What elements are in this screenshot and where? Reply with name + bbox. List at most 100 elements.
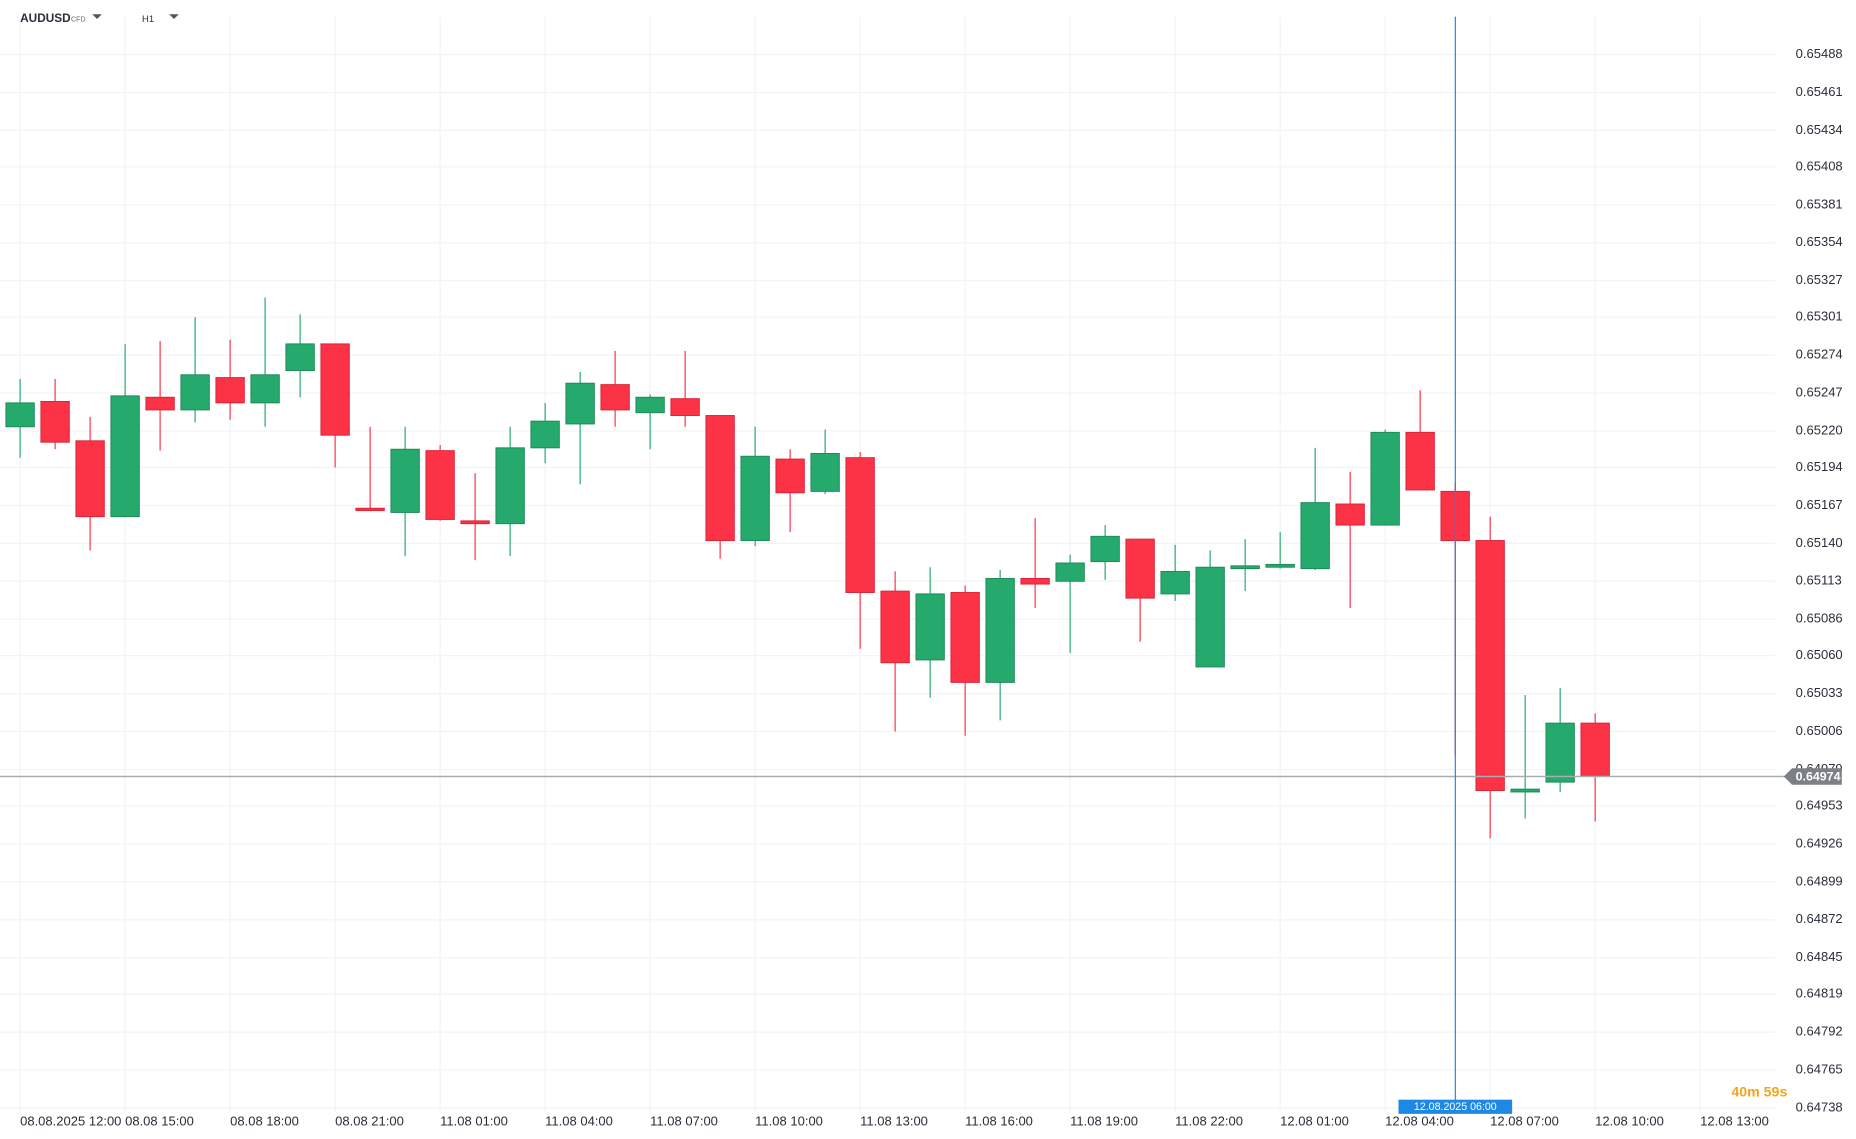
- candle-body: [565, 382, 595, 425]
- x-tick-label: 11.08 01:00: [440, 1114, 508, 1129]
- candle-body: [215, 377, 245, 404]
- candle-body: [145, 396, 175, 411]
- candle-body: [1195, 566, 1225, 668]
- y-tick-label: 0.65194: [1796, 459, 1843, 474]
- y-tick-label: 0.65354: [1796, 234, 1843, 249]
- symbol-type: CFD: [71, 15, 86, 23]
- candle-body: [320, 343, 350, 436]
- y-tick-label: 0.64819: [1796, 986, 1843, 1001]
- candle-body: [845, 457, 875, 593]
- candle-body: [670, 398, 700, 416]
- x-tick-label: 08.08 18:00: [230, 1114, 299, 1129]
- candle-body: [705, 415, 735, 542]
- y-tick-label: 0.65408: [1796, 158, 1843, 173]
- overlay: 0.64974 12.08.2025 06:00: [0, 16, 1842, 1114]
- candle-body: [600, 384, 630, 411]
- candle-body: [775, 458, 805, 494]
- timeframe: H1: [142, 14, 154, 25]
- y-tick-label: 0.65033: [1796, 685, 1843, 700]
- candle-body: [1545, 722, 1575, 783]
- candle-body: [1580, 722, 1610, 777]
- x-tick-label: 12.08 04:00: [1385, 1114, 1454, 1129]
- bar-countdown: 40m 59s: [1731, 1084, 1787, 1100]
- symbol-selector[interactable]: AUDUSD CFD: [20, 11, 102, 25]
- y-tick-label: 0.64738: [1796, 1099, 1843, 1114]
- y-tick-label: 0.65381: [1796, 196, 1843, 211]
- candle-body: [1370, 431, 1400, 526]
- grid: 0.65488 0.65461 0.65434 0.65408 0.65381 0.653…: [0, 16, 1843, 1129]
- candle-body: [740, 455, 770, 542]
- x-tick-label: 11.08 07:00: [650, 1114, 718, 1129]
- y-tick-label: 0.65006: [1796, 723, 1843, 738]
- symbol: AUDUSD: [20, 11, 71, 25]
- y-tick-label: 0.64953: [1796, 797, 1843, 812]
- x-tick-label: 11.08 16:00: [965, 1114, 1033, 1129]
- dropdown-arrow: [92, 14, 102, 19]
- candle-body: [285, 343, 315, 372]
- x-tick-label: 11.08 10:00: [755, 1114, 823, 1129]
- y-tick-label: 0.64792: [1796, 1024, 1843, 1039]
- candle-body: [810, 452, 840, 492]
- current-price-label: 0.64974: [1796, 769, 1841, 783]
- dropdown-arrow: [169, 14, 179, 19]
- y-tick-label: 0.65301: [1796, 309, 1843, 324]
- y-tick-label: 0.65060: [1796, 647, 1843, 662]
- y-tick-label: 0.65220: [1796, 422, 1843, 437]
- candle-body: [635, 396, 665, 414]
- y-tick-label: 0.65488: [1796, 46, 1843, 61]
- x-tick-label: 12.08 01:00: [1280, 1114, 1349, 1129]
- x-tick-label: 12.08 13:00: [1700, 1114, 1769, 1129]
- crosshair-label: 12.08.2025 06:00: [1414, 1101, 1497, 1113]
- y-tick-label: 0.65461: [1796, 84, 1843, 99]
- y-tick-label: 0.64899: [1796, 873, 1843, 888]
- candle-body: [915, 593, 945, 661]
- candle-body: [5, 402, 35, 428]
- y-tick-label: 0.65327: [1796, 272, 1843, 287]
- candle-body: [1300, 502, 1330, 570]
- candle-body: [355, 507, 385, 512]
- x-tick-label: 08.08.2025 12:00: [20, 1114, 121, 1129]
- crosshair-tag: [1398, 1099, 1513, 1114]
- candles: [5, 297, 1610, 839]
- candle-body: [1475, 540, 1505, 792]
- candle-body: [950, 592, 980, 683]
- y-tick-label: 0.64765: [1796, 1062, 1843, 1077]
- y-tick-label: 0.65167: [1796, 497, 1843, 512]
- candle-body: [1125, 538, 1155, 599]
- candle-body: [1020, 577, 1050, 585]
- y-tick-label: 0.65247: [1796, 384, 1843, 399]
- candle-body: [250, 374, 280, 404]
- x-tick-label: 12.08 10:00: [1595, 1114, 1664, 1129]
- candle-body: [1405, 431, 1435, 491]
- candle-body: [40, 401, 70, 443]
- y-tick-label: 0.64872: [1796, 911, 1843, 926]
- candle-body: [1230, 565, 1260, 570]
- y-tick-label: 0.65434: [1796, 122, 1843, 137]
- y-tick-label: 0.65140: [1796, 535, 1843, 550]
- candle-body: [460, 520, 490, 525]
- candle-body: [880, 590, 910, 664]
- candle-body: [1160, 570, 1190, 595]
- candle-body: [985, 577, 1015, 683]
- x-tick-label: 08.08 15:00: [125, 1114, 194, 1129]
- candle-body: [1510, 788, 1540, 793]
- x-tick-label: 11.08 04:00: [545, 1114, 613, 1129]
- candle-body: [75, 440, 105, 518]
- candle-body: [1090, 535, 1120, 563]
- candle-body: [390, 448, 420, 513]
- y-tick-label: 0.65086: [1796, 611, 1843, 626]
- candle-body: [1055, 562, 1085, 582]
- timeframe-selector[interactable]: H1: [142, 14, 179, 25]
- y-tick-label: 0.64926: [1796, 835, 1843, 850]
- candle-body: [180, 374, 210, 411]
- y-tick-label: 0.65274: [1796, 347, 1843, 362]
- x-tick-label: 12.08 07:00: [1490, 1114, 1559, 1129]
- x-tick-label: 08.08 21:00: [335, 1114, 404, 1129]
- y-tick-label: 0.64845: [1796, 949, 1843, 964]
- candle-body: [425, 450, 455, 520]
- candle-body: [1335, 503, 1365, 526]
- candle-body: [495, 447, 525, 525]
- x-tick-label: 11.08 22:00: [1175, 1114, 1243, 1129]
- y-tick-label: 0.65113: [1796, 573, 1842, 588]
